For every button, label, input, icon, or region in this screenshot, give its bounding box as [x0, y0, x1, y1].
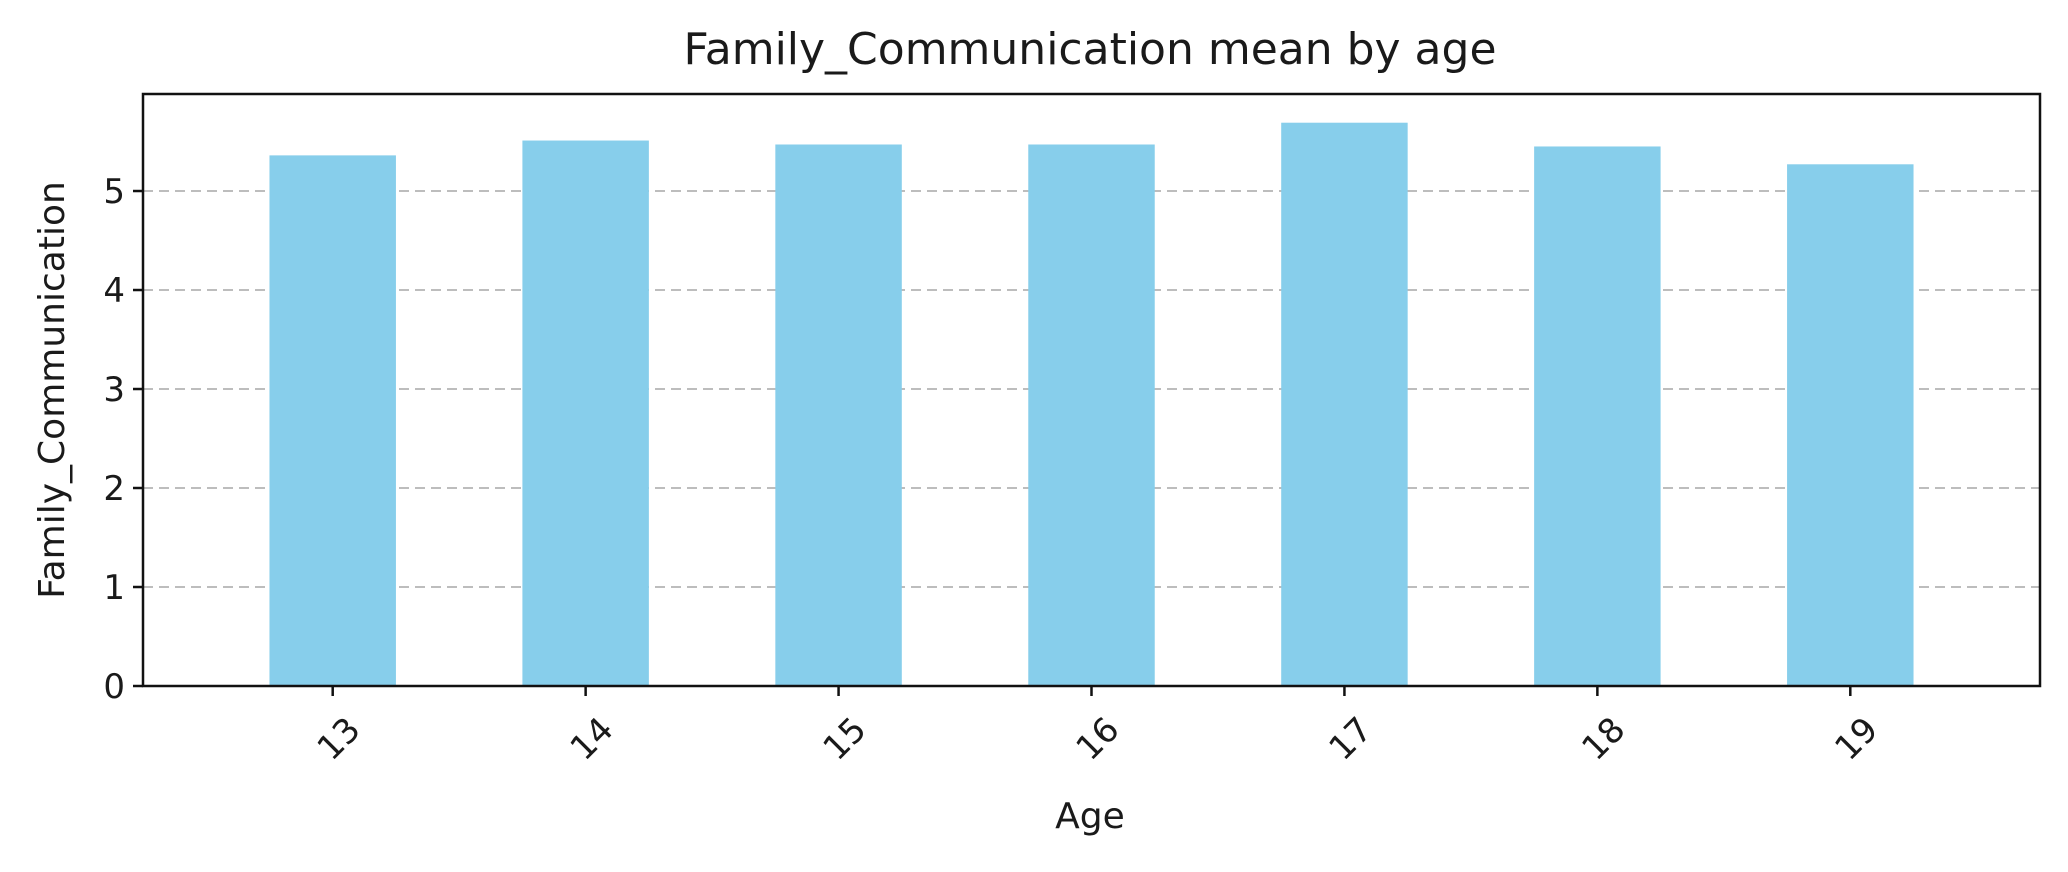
x-tick-label-18: 18: [1574, 710, 1633, 769]
y-tick-label-4: 4: [103, 271, 125, 311]
x-tick-label-16: 16: [1069, 710, 1128, 769]
x-axis: 13 14 15 16 17 18 19: [310, 686, 1886, 768]
x-tick-label-14: 14: [563, 710, 622, 769]
bar-15: [775, 144, 902, 687]
x-tick-label-15: 15: [816, 710, 875, 769]
y-tick-label-0: 0: [103, 667, 125, 707]
bar-19: [1787, 164, 1914, 687]
y-axis-label: Family_Communication: [32, 181, 73, 599]
y-tick-label-1: 1: [103, 568, 125, 608]
bar-14: [522, 140, 649, 686]
y-tick-label-3: 3: [103, 370, 125, 410]
x-tick-label-19: 19: [1827, 710, 1886, 769]
bar-18: [1534, 146, 1661, 686]
bars: [269, 122, 1914, 687]
x-tick-label-13: 13: [310, 710, 369, 769]
y-tick-label-2: 2: [103, 469, 125, 509]
y-tick-label-5: 5: [103, 172, 125, 212]
chart-title: Family_Communication mean by age: [683, 24, 1496, 75]
y-axis: 0 1 2 3 4 5: [103, 172, 143, 707]
x-tick-label-17: 17: [1321, 710, 1380, 769]
bar-13: [269, 155, 396, 686]
bar-17: [1281, 122, 1408, 686]
x-axis-label: Age: [1055, 796, 1125, 837]
bar-16: [1028, 144, 1155, 687]
